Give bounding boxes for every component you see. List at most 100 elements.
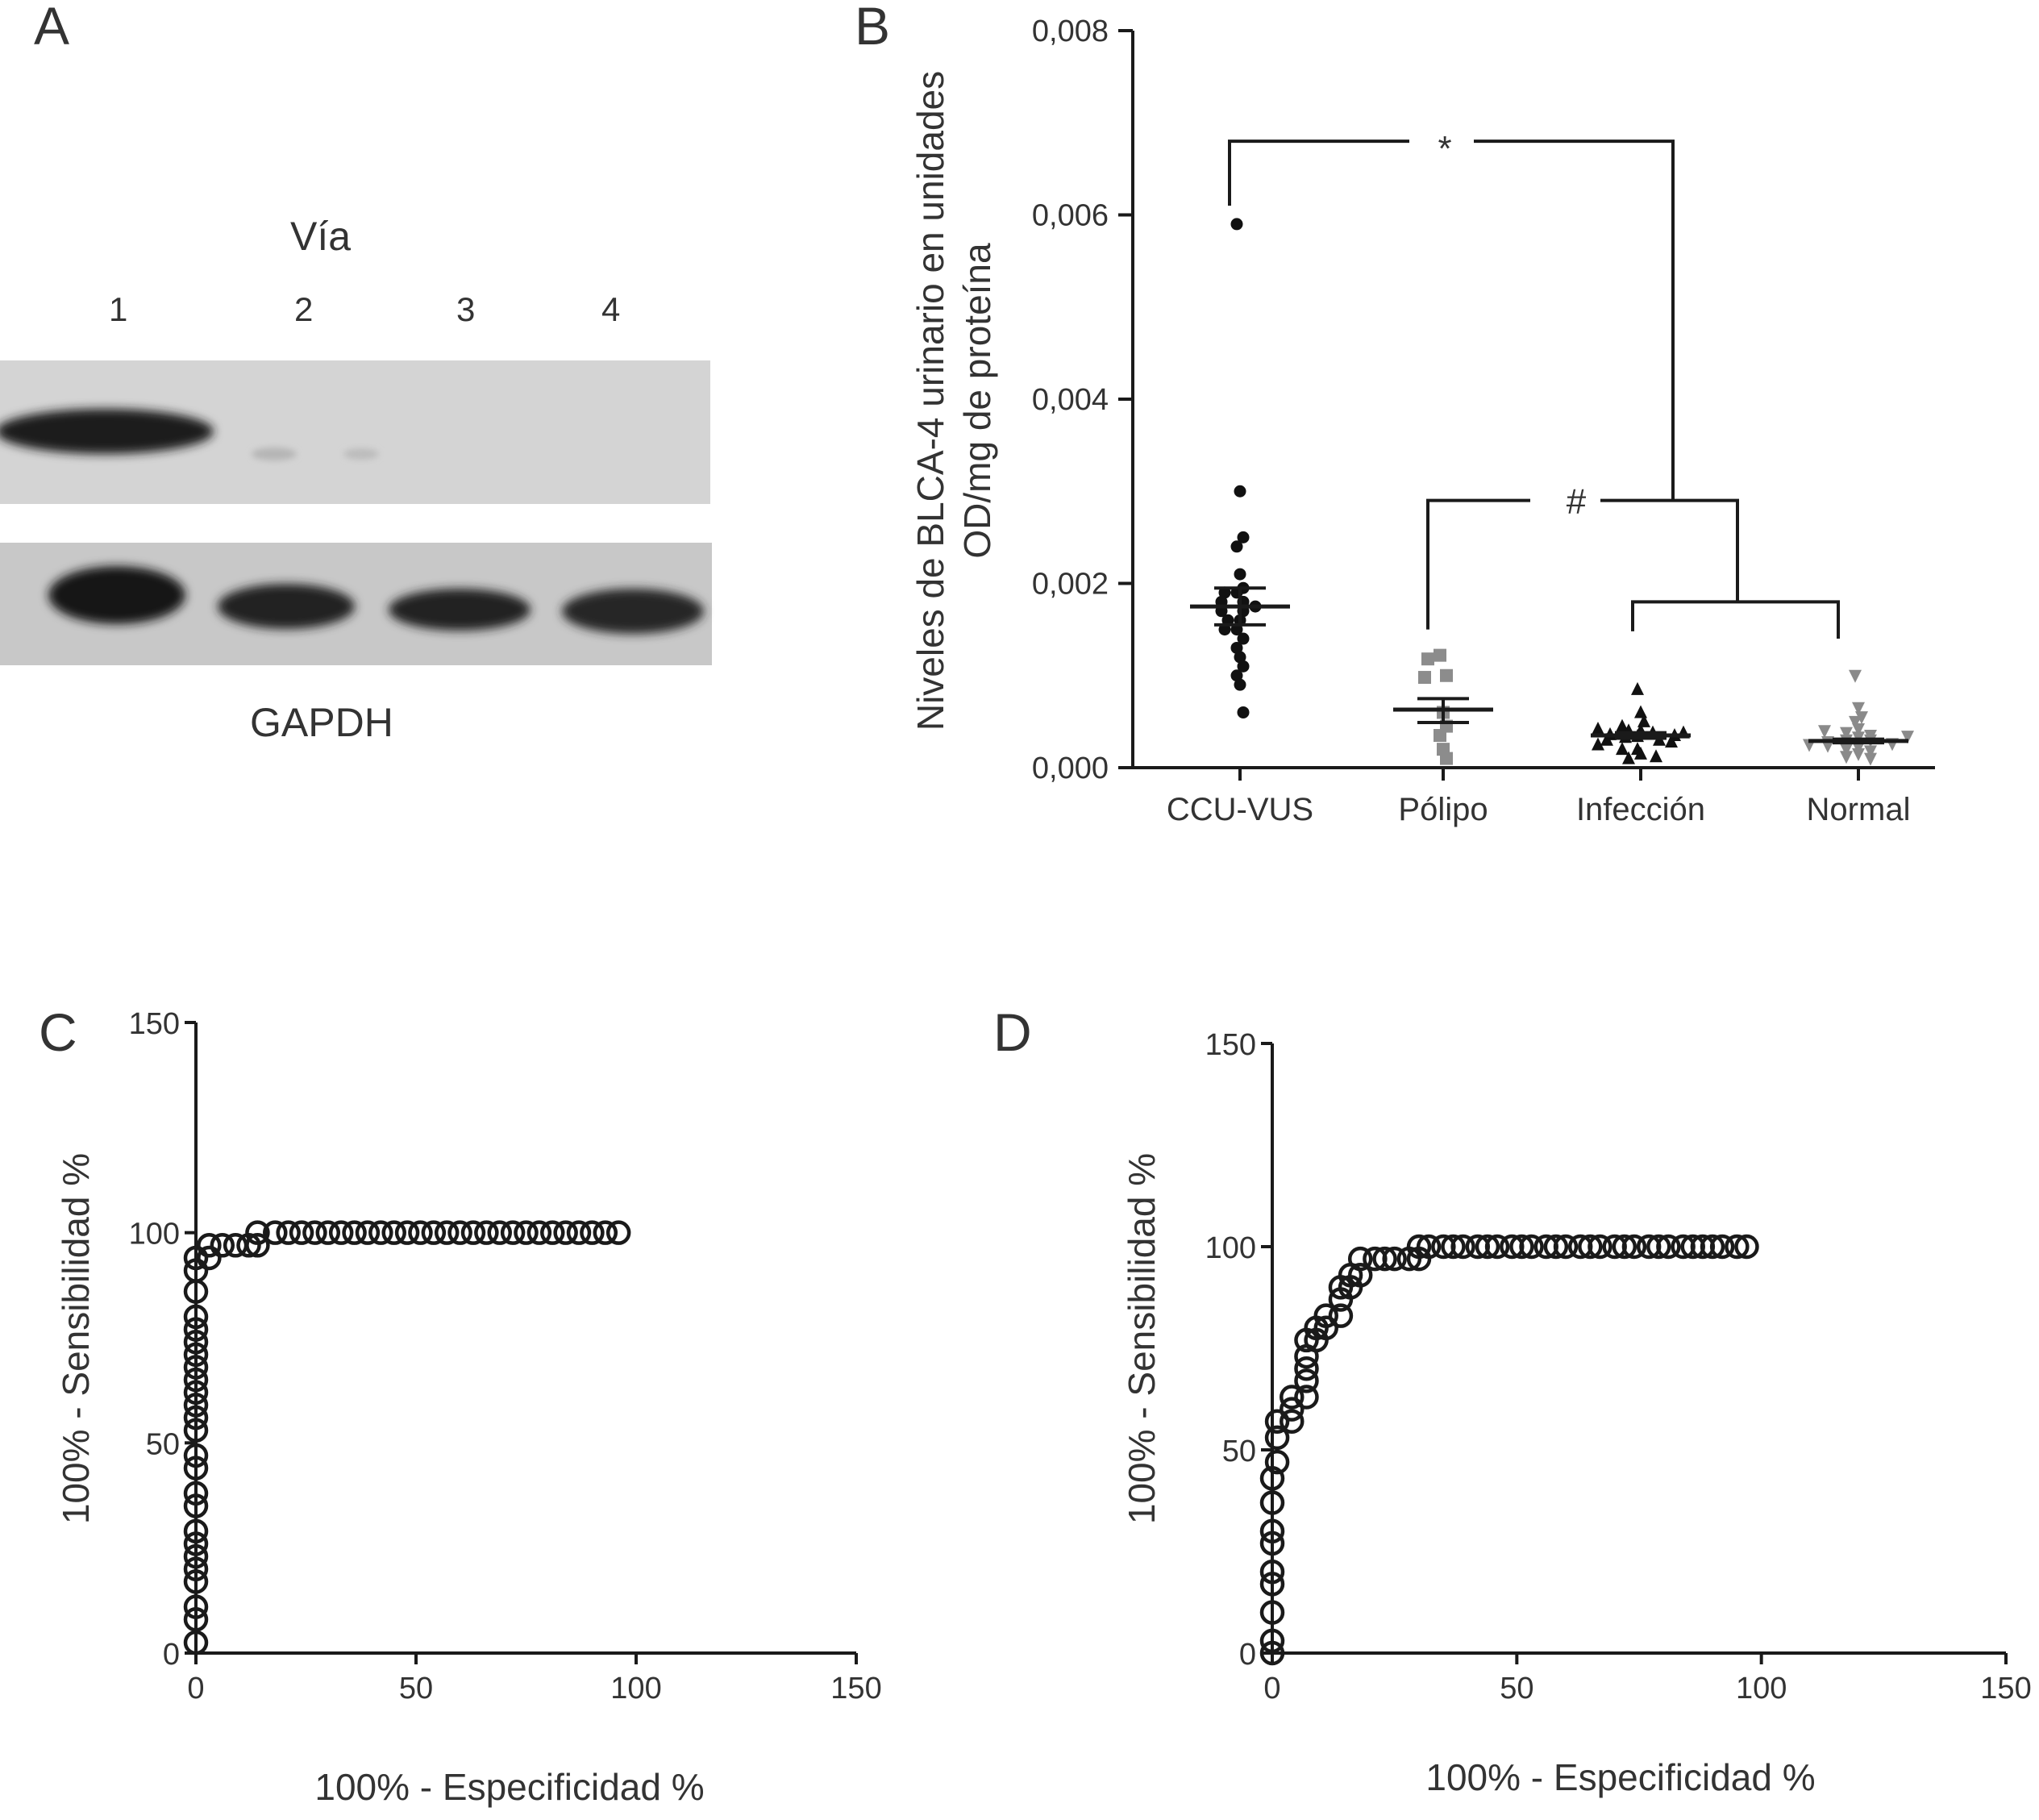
- roc-point: [1259, 1640, 1285, 1666]
- gapdh-band-lane-4: [562, 589, 704, 634]
- roc-point: [1382, 1246, 1407, 1272]
- roc-point: [1725, 1234, 1750, 1260]
- y-tick-label: 0,008: [1032, 15, 1109, 48]
- x-tick-label: 50: [1500, 1672, 1533, 1705]
- blot-band-lane-1: [0, 409, 214, 454]
- data-point: [1840, 727, 1853, 740]
- data-point: [1421, 652, 1434, 666]
- bracket-hash-right: [1600, 498, 1739, 602]
- roc-point: [1294, 1385, 1319, 1410]
- roc-point: [1294, 1356, 1319, 1381]
- roc-point: [183, 1531, 209, 1556]
- roc-point: [183, 1518, 209, 1544]
- category-label: Normal: [1807, 792, 1911, 827]
- data-point: [1230, 669, 1243, 682]
- data-point: [1849, 669, 1862, 683]
- roc-point: [183, 1405, 209, 1431]
- data-point: [1622, 751, 1635, 764]
- gapdh-band-lane-2: [218, 584, 355, 629]
- roc-point: [315, 1220, 341, 1245]
- roc-point: [1621, 1234, 1647, 1260]
- y-axis-label: 100% - Sensibilidad %: [55, 1153, 97, 1524]
- roc-point: [1553, 1234, 1579, 1260]
- roc-point: [355, 1220, 381, 1245]
- roc-point: [183, 1607, 209, 1632]
- roc-point: [408, 1220, 433, 1245]
- data-point: [1237, 632, 1250, 645]
- data-point: [1230, 218, 1243, 231]
- roc-point: [1259, 1518, 1285, 1544]
- data-point: [1840, 751, 1853, 764]
- roc-point: [276, 1220, 301, 1245]
- data-point: [1634, 705, 1647, 718]
- x-tick-label: 0: [187, 1672, 204, 1705]
- roc-point: [1543, 1234, 1569, 1260]
- x-tick-label: 100: [1736, 1672, 1787, 1705]
- lane-label-4: 4: [601, 290, 620, 328]
- chart-b-scatter: 0,000 0,002 0,004 0,006 0,008 Niveles de BLCA…: [909, 15, 1935, 827]
- y-tick-label: 0,004: [1032, 383, 1109, 417]
- bracket-hash-left: [1426, 498, 1530, 630]
- roc-point: [183, 1481, 209, 1506]
- roc-point: [197, 1233, 222, 1258]
- roc-point: [566, 1220, 592, 1245]
- roc-point: [245, 1220, 270, 1245]
- roc-point: [183, 1556, 209, 1581]
- roc-point: [1259, 1531, 1285, 1556]
- significance-star: *: [1438, 129, 1451, 169]
- roc-point: [1475, 1234, 1500, 1260]
- data-point: [1864, 745, 1877, 759]
- roc-point: [1280, 1397, 1305, 1422]
- roc-point: [580, 1220, 605, 1245]
- roc-point: [1700, 1234, 1725, 1260]
- roc-point: [1578, 1234, 1603, 1260]
- roc-point: [183, 1329, 209, 1355]
- lane-label-1: 1: [109, 290, 127, 328]
- roc-point: [605, 1220, 631, 1245]
- data-point: [1230, 641, 1243, 654]
- roc-point: [1709, 1234, 1735, 1260]
- roc-point: [1313, 1303, 1338, 1328]
- blot-faint-band-lane-2: [252, 448, 297, 460]
- data-point: [1237, 660, 1250, 673]
- roc-point: [1264, 1425, 1290, 1451]
- data-point: [1234, 651, 1246, 664]
- roc-point: [1328, 1303, 1354, 1328]
- y-tick-label: 150: [1205, 1028, 1256, 1062]
- data-point: [1852, 723, 1865, 737]
- roc-points: [1259, 1234, 1759, 1666]
- blot-lower: [0, 543, 712, 665]
- x-axis-label: 100% - Especificidad %: [314, 1766, 704, 1808]
- panel-d-letter: D: [993, 1002, 1032, 1062]
- data-point: [1592, 722, 1604, 735]
- x-tick-label: 0: [1263, 1672, 1280, 1705]
- data-point: [1418, 671, 1431, 685]
- bracket-star-left: [1228, 140, 1409, 206]
- roc-point: [289, 1220, 314, 1245]
- data-point: [1855, 711, 1868, 725]
- roc-points: [183, 1220, 631, 1655]
- roc-point: [183, 1258, 209, 1283]
- lane-label-3: 3: [456, 290, 475, 328]
- roc-point: [1259, 1572, 1285, 1597]
- gapdh-label: GAPDH: [250, 700, 393, 745]
- y-axis-label-line-1: Niveles de BLCA-4 urinario en unidades: [909, 71, 951, 731]
- x-tick-label: 150: [830, 1672, 881, 1705]
- roc-point: [183, 1304, 209, 1330]
- data-point: [1234, 485, 1246, 498]
- panel-c-letter: C: [39, 1002, 77, 1062]
- roc-point: [1484, 1234, 1510, 1260]
- y-tick-label: 0,006: [1032, 199, 1109, 233]
- roc-point: [1372, 1246, 1397, 1272]
- roc-point: [263, 1220, 288, 1245]
- roc-point: [1280, 1385, 1305, 1410]
- gapdh-band-lane-1: [48, 566, 185, 624]
- roc-point: [302, 1220, 327, 1245]
- data-point: [1440, 668, 1453, 682]
- data-point: [1634, 746, 1647, 760]
- data-point: [1616, 742, 1629, 756]
- y-tick-label: 100: [1205, 1231, 1256, 1265]
- roc-point: [183, 1418, 209, 1443]
- roc-point: [183, 1569, 209, 1594]
- roc-point: [487, 1220, 512, 1245]
